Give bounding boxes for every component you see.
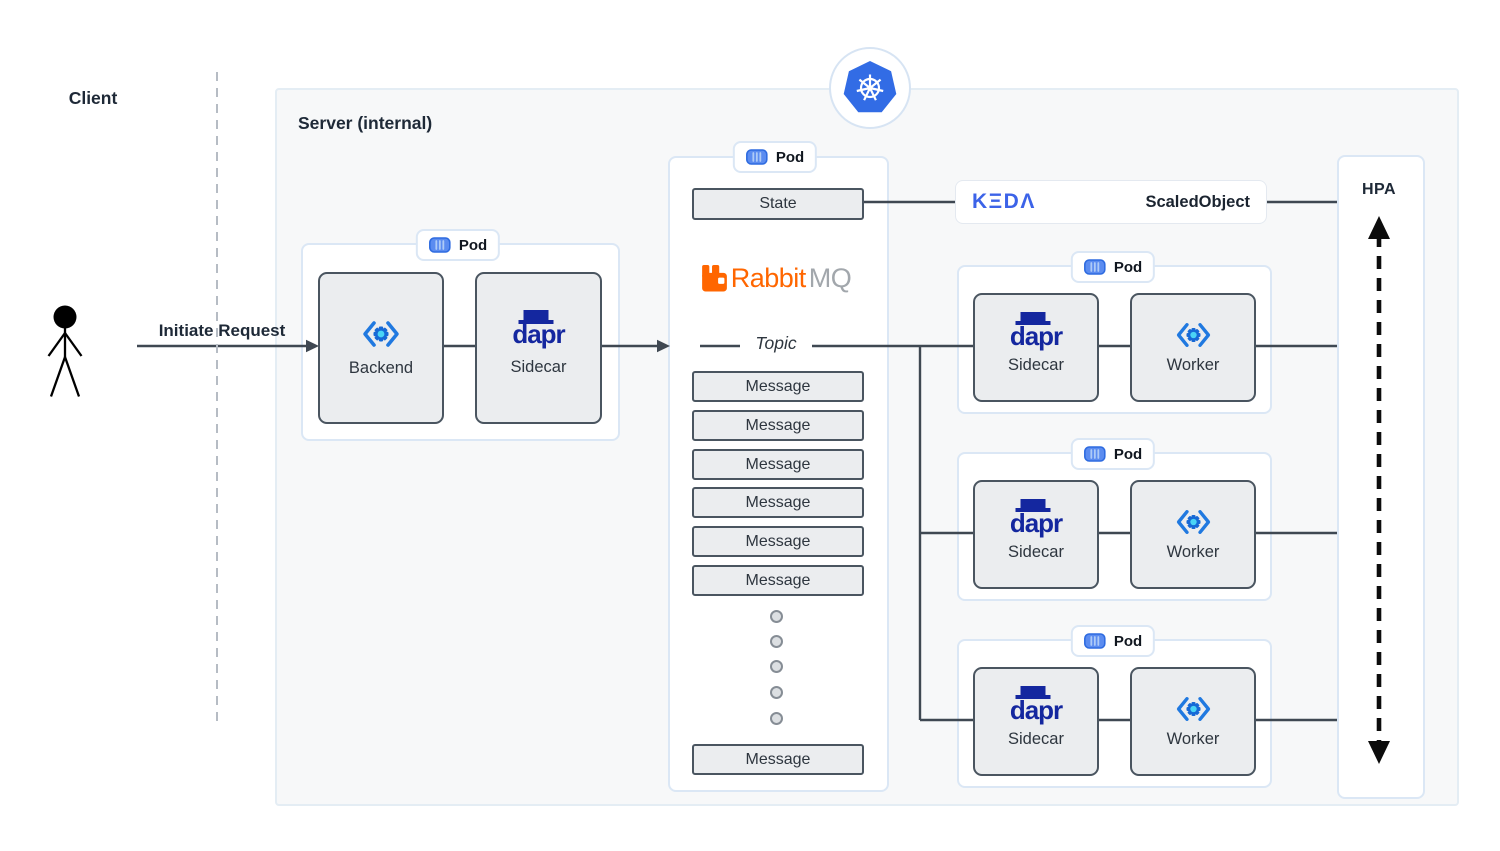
ellipsis-dot (769, 635, 783, 648)
worker-pod-1-badge: Pod (1070, 251, 1156, 283)
worker3-node: Worker (1130, 667, 1256, 776)
pod-icon (1084, 446, 1106, 462)
worker2-sidecar-node: dapr Sidecar (973, 480, 1099, 589)
server-internal-label: Server (internal) (298, 113, 433, 133)
backend-label: Backend (348, 358, 414, 377)
keda-scaledobject-box: KΞDΛ ScaledObject (955, 180, 1267, 224)
code-gear-icon (1176, 322, 1210, 347)
worker-label: Worker (1166, 542, 1220, 561)
message-slot: Message (692, 371, 864, 402)
pod-badge-label: Pod (1113, 632, 1143, 650)
dapr-hat-icon (1015, 498, 1051, 512)
rabbitmq-pod-badge: Pod (732, 141, 818, 173)
code-gear-icon (1176, 509, 1210, 534)
ellipsis-dot (769, 712, 783, 725)
ellipsis-dot (769, 660, 783, 673)
rabbitmq-logo: Rabbit MQ (676, 259, 876, 297)
scaledobject-label: ScaledObject (1145, 192, 1250, 211)
keda-logo: KΞDΛ (972, 190, 1036, 213)
pod-badge-label: Pod (775, 148, 805, 166)
dapr-logo: dapr (1010, 685, 1063, 726)
rabbit-brand-text: Rabbit (730, 262, 807, 293)
sidecar-label: Sidecar (510, 358, 567, 376)
client-label: Client (68, 88, 118, 108)
worker1-node: Worker (1130, 293, 1256, 402)
message-slot: Message (692, 744, 864, 775)
pod-icon (1084, 633, 1106, 649)
sidecar-label: Sidecar (1008, 729, 1064, 748)
dapr-hat-icon (1015, 685, 1051, 699)
sidecar-label: Sidecar (1008, 542, 1064, 561)
pod-icon (429, 237, 451, 253)
message-slot: Message (692, 565, 864, 596)
state-slot: State (692, 188, 864, 220)
pod-icon (746, 149, 768, 165)
worker2-node: Worker (1130, 480, 1256, 589)
worker-pod-2-badge: Pod (1070, 438, 1156, 470)
backend-node: Backend (318, 272, 444, 424)
code-gear-icon (363, 320, 399, 347)
code-gear-icon (1176, 696, 1210, 721)
pod-badge-label: Pod (1113, 445, 1143, 463)
worker1-sidecar-node: dapr Sidecar (973, 293, 1099, 402)
dapr-sidecar-node: dapr Sidecar (475, 272, 602, 424)
pod-badge-label: Pod (1113, 258, 1143, 276)
backend-pod-badge: Pod (415, 229, 501, 261)
dapr-logo: dapr (1010, 311, 1063, 352)
worker3-sidecar-node: dapr Sidecar (973, 667, 1099, 776)
dapr-logo: dapr (1010, 498, 1063, 539)
pod-icon (1084, 259, 1106, 275)
dapr-hat-icon (1015, 311, 1051, 325)
dapr-logo: dapr (512, 310, 566, 350)
message-slot: Message (692, 526, 864, 557)
hpa-box (1337, 155, 1425, 799)
mq-brand-text: MQ (808, 262, 852, 293)
worker-pod-3-badge: Pod (1070, 625, 1156, 657)
initiate-request-label: Initiate Request (158, 321, 286, 340)
message-slot: Message (692, 449, 864, 480)
client-stick-figure-icon (47, 305, 83, 397)
dapr-hat-icon (518, 310, 553, 324)
worker-label: Worker (1166, 729, 1220, 748)
sidecar-label: Sidecar (1008, 355, 1064, 374)
topic-label: Topic (740, 333, 812, 354)
rabbitmq-icon (701, 264, 727, 291)
ellipsis-dot (769, 610, 783, 623)
pod-badge-label: Pod (458, 236, 488, 254)
message-slot: Message (692, 487, 864, 518)
ellipsis-dot (769, 686, 783, 699)
hpa-label: HPA (1361, 181, 1397, 198)
worker-label: Worker (1166, 355, 1220, 374)
message-slot: Message (692, 410, 864, 441)
